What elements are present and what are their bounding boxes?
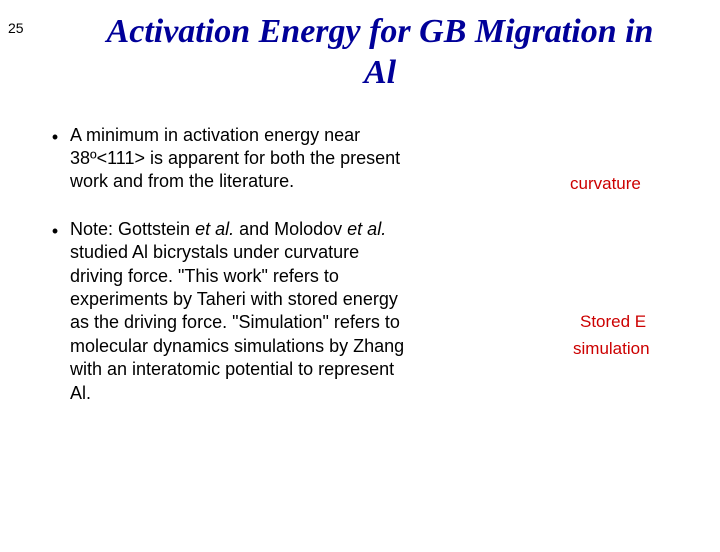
bullet-list: • A minimum in activation energy near 38… xyxy=(40,124,410,429)
bullet-text-1: Note: Gottstein et al. and Molodov et al… xyxy=(70,218,410,405)
label-stored-e: Stored E xyxy=(580,312,646,332)
bullet-item: • A minimum in activation energy near 38… xyxy=(40,124,410,194)
content-area: • A minimum in activation energy near 38… xyxy=(0,124,720,429)
label-simulation: simulation xyxy=(573,339,650,359)
bullet-marker: • xyxy=(40,218,70,405)
slide-number: 25 xyxy=(8,20,24,36)
bullet-item: • Note: Gottstein et al. and Molodov et … xyxy=(40,218,410,405)
label-curvature: curvature xyxy=(570,174,641,194)
label-area: curvature Stored E simulation xyxy=(410,124,720,429)
bullet-marker: • xyxy=(40,124,70,194)
bullet-text-0: A minimum in activation energy near 38º<… xyxy=(70,124,410,194)
slide-title: Activation Energy for GB Migration in Al xyxy=(100,12,660,94)
